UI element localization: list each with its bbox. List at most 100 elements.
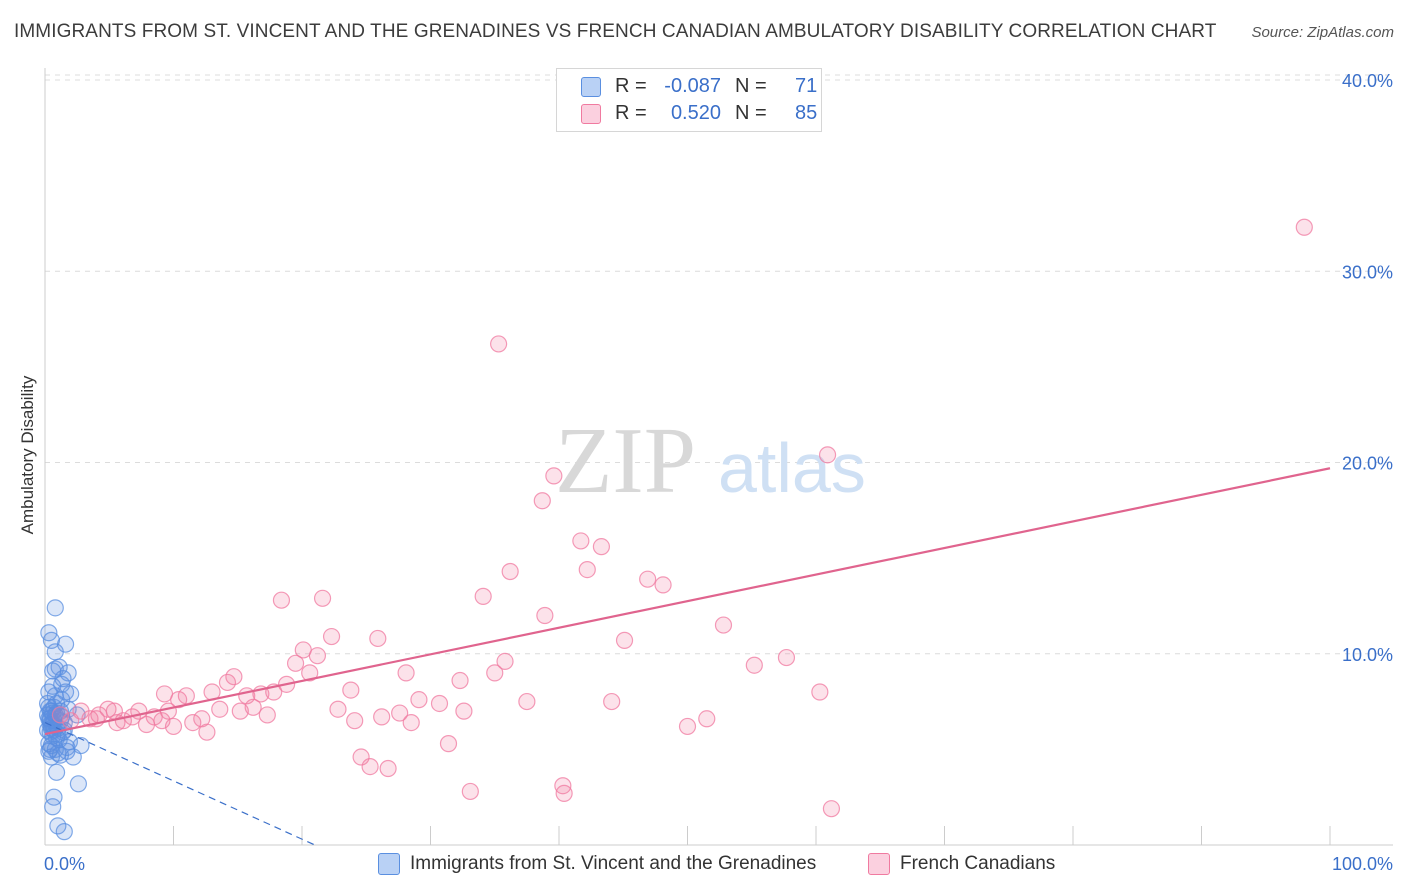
data-point [486, 664, 504, 682]
data-point [536, 606, 554, 625]
data-point [164, 717, 183, 736]
data-point [155, 685, 174, 703]
data-point [53, 675, 71, 693]
watermark-zip: ZIP [555, 409, 696, 513]
legend-r-value: 0.520 [670, 102, 721, 124]
watermark-atlas: atlas [718, 429, 866, 507]
data-point [198, 723, 216, 741]
data-point [346, 712, 364, 730]
data-point [44, 798, 62, 816]
trend-line-immigrants [44, 722, 316, 846]
series-french-canadians-points [51, 218, 1313, 818]
legend-swatch-pink [581, 104, 601, 124]
data-point [313, 589, 332, 607]
data-point [698, 710, 716, 728]
legend-r-label: R = [615, 102, 647, 124]
data-point [231, 702, 249, 720]
data-point [545, 467, 563, 485]
legend-r-value: -0.087 [664, 75, 721, 97]
data-point [40, 624, 58, 642]
data-point [218, 673, 237, 692]
data-point [369, 629, 387, 648]
data-point [41, 712, 59, 730]
data-point [678, 717, 697, 736]
data-point [777, 648, 796, 667]
data-point [373, 708, 391, 726]
data-point [1295, 218, 1313, 236]
bottom-legend-swatch-blue [378, 853, 400, 875]
data-point [496, 652, 514, 671]
data-point [286, 654, 305, 672]
legend-n-value: 85 [795, 102, 818, 124]
data-point [361, 757, 379, 776]
trend-lines [44, 467, 1331, 846]
legend-swatch-blue [581, 77, 601, 97]
watermark: ZIP atlas [555, 409, 866, 513]
legend-n-label: N = [735, 102, 767, 124]
correlation-legend: R = -0.087 N = 71 R = 0.520 N = 85 [556, 68, 822, 132]
data-point [518, 692, 536, 711]
data-point [451, 671, 469, 690]
data-point [474, 587, 492, 605]
y-tick-label: 20.0% [1342, 454, 1393, 474]
legend-n-value: 71 [795, 75, 818, 97]
data-point [177, 687, 195, 705]
data-point [745, 656, 763, 674]
data-point [714, 616, 733, 634]
data-point [639, 570, 657, 588]
source-label: Source: ZipAtlas.com [1251, 24, 1394, 41]
legend-n-label: N = [735, 75, 767, 97]
data-point [461, 782, 479, 801]
data-point [46, 643, 64, 661]
data-point [51, 706, 70, 724]
data-point [615, 631, 634, 649]
x-tick-label: 0.0% [44, 854, 85, 874]
data-point [592, 538, 611, 556]
bottom-legend-label: French Canadians [900, 853, 1056, 874]
data-point [342, 681, 360, 699]
data-point [58, 738, 76, 757]
y-tick-label: 30.0% [1342, 262, 1393, 282]
data-point [69, 775, 88, 793]
data-point [654, 576, 672, 594]
data-point [47, 763, 66, 781]
y-tick-label: 10.0% [1342, 645, 1393, 665]
data-point [225, 668, 243, 686]
data-point [379, 759, 397, 778]
data-point [211, 700, 229, 718]
y-axis-label: Ambulatory Disability [18, 375, 37, 535]
data-point [533, 492, 551, 510]
data-point [439, 735, 458, 753]
data-point [44, 662, 62, 680]
data-point [99, 700, 117, 718]
trend-line-french-canadians [44, 467, 1331, 736]
data-point [603, 692, 621, 711]
bottom-legend-swatch-pink [868, 853, 890, 875]
data-point [244, 698, 262, 716]
legend-r-label: R = [615, 75, 647, 97]
data-point [49, 817, 67, 835]
data-point [402, 713, 420, 732]
data-point [184, 713, 202, 732]
chart-title: IMMIGRANTS FROM ST. VINCENT AND THE GREN… [14, 21, 1217, 42]
data-point [329, 700, 347, 718]
data-point [410, 691, 428, 709]
data-point [455, 702, 473, 720]
data-point [46, 599, 64, 617]
data-point [818, 446, 837, 464]
data-point [272, 591, 291, 609]
data-point [811, 683, 829, 701]
data-point [501, 562, 519, 581]
grid-lines [45, 74, 1393, 655]
data-point [572, 532, 590, 550]
data-point [55, 823, 73, 841]
data-point [822, 800, 841, 818]
data-point [258, 706, 276, 724]
data-point [308, 647, 327, 665]
bottom-legend-label: Immigrants from St. Vincent and the Gren… [410, 853, 817, 874]
x-tick-label: 100.0% [1332, 854, 1393, 874]
data-point [322, 627, 341, 646]
y-tick-label: 40.0% [1342, 71, 1393, 91]
data-point [391, 704, 409, 722]
